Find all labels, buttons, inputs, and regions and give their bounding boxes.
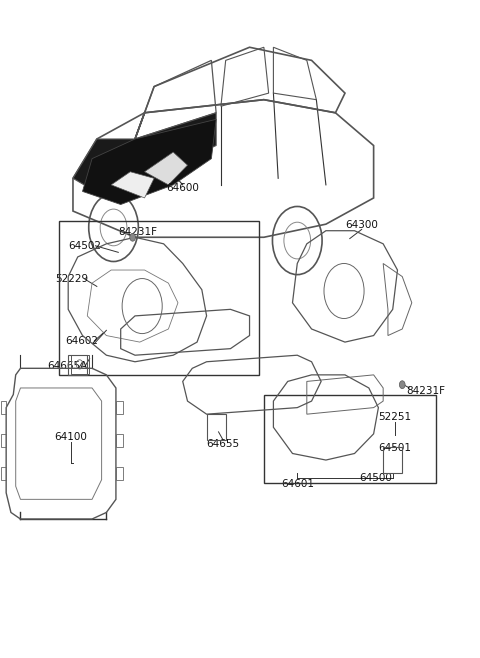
Text: 64501: 64501 [379,443,411,453]
Text: 52229: 52229 [56,274,89,284]
Text: 64500: 64500 [360,473,393,484]
Text: 64601: 64601 [281,479,314,490]
Polygon shape [111,172,154,198]
Polygon shape [73,113,216,198]
Polygon shape [83,119,216,205]
Circle shape [399,381,405,389]
Text: 64300: 64300 [345,220,378,230]
Text: 64602: 64602 [65,336,98,346]
Text: 64100: 64100 [54,432,87,442]
Text: 64665A: 64665A [47,361,87,371]
Text: 64655: 64655 [207,439,240,449]
Polygon shape [144,152,188,185]
Text: 64600: 64600 [166,183,199,193]
Circle shape [130,234,135,241]
Text: 84231F: 84231F [407,386,445,396]
Text: 52251: 52251 [379,413,412,422]
Text: 64502: 64502 [69,241,101,251]
Text: 84231F: 84231F [118,227,157,237]
